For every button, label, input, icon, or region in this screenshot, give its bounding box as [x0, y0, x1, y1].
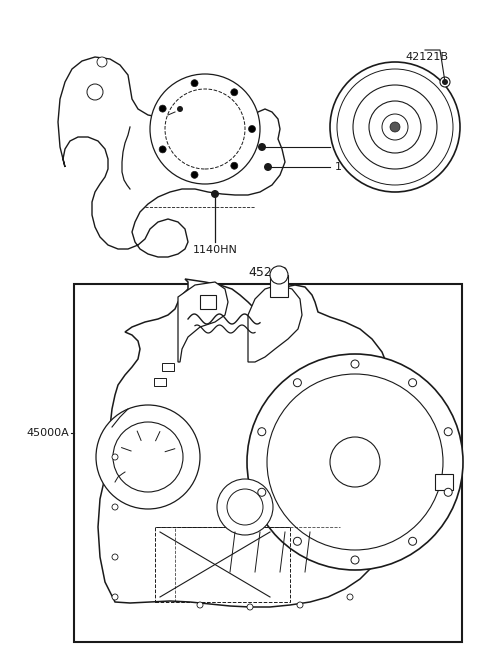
Circle shape [347, 594, 353, 600]
Circle shape [112, 594, 118, 600]
Text: 45200: 45200 [248, 266, 288, 279]
Circle shape [112, 554, 118, 560]
Circle shape [247, 354, 463, 570]
Text: 1140FZ: 1140FZ [335, 142, 377, 152]
Bar [162, 363, 174, 371]
Circle shape [351, 360, 359, 368]
Circle shape [87, 84, 103, 100]
Bar [200, 295, 216, 309]
Circle shape [444, 488, 452, 496]
Circle shape [267, 374, 443, 550]
Polygon shape [178, 282, 228, 362]
Circle shape [330, 62, 460, 192]
Circle shape [165, 89, 245, 169]
Text: 42121B: 42121B [405, 52, 448, 62]
Text: 1140HN: 1140HN [192, 245, 238, 255]
Circle shape [211, 190, 219, 198]
Circle shape [191, 171, 198, 178]
Circle shape [258, 428, 266, 436]
Circle shape [297, 602, 303, 608]
Circle shape [112, 454, 118, 460]
Circle shape [159, 146, 166, 153]
Circle shape [293, 537, 301, 545]
Circle shape [369, 101, 421, 153]
Text: 45000A: 45000A [26, 428, 69, 438]
Circle shape [293, 378, 301, 387]
Circle shape [150, 74, 260, 184]
Circle shape [231, 162, 238, 170]
Circle shape [337, 69, 453, 185]
Text: 1129LA: 1129LA [148, 117, 191, 127]
Circle shape [408, 537, 417, 545]
Circle shape [247, 604, 253, 610]
Circle shape [177, 106, 183, 112]
Circle shape [351, 556, 359, 564]
Circle shape [270, 266, 288, 284]
Circle shape [113, 422, 183, 492]
Circle shape [353, 85, 437, 169]
Text: 1'40HV: 1'40HV [335, 162, 375, 172]
Bar [155, 527, 290, 602]
Circle shape [231, 89, 238, 96]
Circle shape [258, 143, 266, 151]
Bar [270, 275, 288, 297]
Bar [435, 474, 453, 490]
Circle shape [330, 437, 380, 487]
Circle shape [264, 163, 272, 171]
Bar [154, 378, 166, 386]
Circle shape [217, 479, 273, 535]
Circle shape [112, 504, 118, 510]
Circle shape [258, 488, 266, 496]
Circle shape [440, 77, 450, 87]
Circle shape [191, 79, 198, 87]
Circle shape [197, 602, 203, 608]
Circle shape [444, 428, 452, 436]
Polygon shape [98, 279, 395, 607]
Circle shape [390, 122, 400, 132]
Polygon shape [248, 285, 302, 362]
Circle shape [249, 125, 255, 133]
Polygon shape [58, 57, 285, 257]
Circle shape [408, 378, 417, 387]
Circle shape [97, 57, 107, 67]
Circle shape [96, 405, 200, 509]
Circle shape [159, 105, 166, 112]
Circle shape [227, 489, 263, 525]
Bar [74, 284, 462, 642]
Circle shape [382, 114, 408, 140]
Circle shape [442, 79, 448, 85]
